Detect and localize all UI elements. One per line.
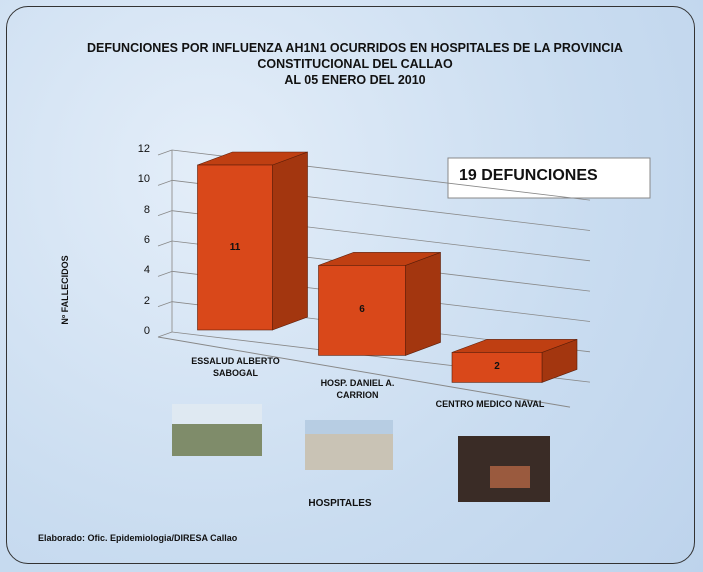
- x-tick-label: CENTRO MEDICO NAVAL: [420, 398, 560, 410]
- tick-mark: [158, 271, 172, 276]
- x-tick-label: HOSP. DANIEL A. CARRION: [300, 377, 415, 401]
- y-tick-label: 12: [120, 143, 150, 155]
- value-label: 6: [319, 304, 406, 315]
- chart-subtitle: AL 05 ENERO DEL 2010: [85, 73, 625, 87]
- tick-mark: [158, 302, 172, 307]
- y-tick-label: 10: [120, 173, 150, 185]
- photo-building: [490, 466, 530, 488]
- chart-title: DEFUNCIONES POR INFLUENZA AH1N1 OCURRIDO…: [85, 40, 625, 72]
- tick-mark: [158, 241, 172, 246]
- y-tick-label: 8: [120, 204, 150, 216]
- x-axis-label: HOSPITALES: [290, 498, 390, 509]
- y-axis-label: Nº FALLECIDOS: [60, 235, 70, 345]
- x-tick-label: ESSALUD ALBERTO SABOGAL: [188, 355, 283, 379]
- tick-mark: [158, 150, 172, 155]
- tick-mark: [158, 180, 172, 185]
- source-note: Elaborado: Ofic. Epidemiologia/DIRESA Ca…: [38, 533, 237, 543]
- value-label: 11: [198, 242, 273, 253]
- tick-mark: [158, 211, 172, 216]
- y-tick-label: 4: [120, 264, 150, 276]
- page: DEFUNCIONES POR INFLUENZA AH1N1 OCURRIDO…: [0, 0, 703, 572]
- photo-sky: [305, 420, 393, 434]
- bar-side: [406, 252, 441, 355]
- tick-mark: [158, 332, 172, 337]
- y-tick-label: 6: [120, 234, 150, 246]
- y-tick-label: 2: [120, 295, 150, 307]
- bar-side: [273, 152, 308, 330]
- photo-sky: [172, 404, 262, 424]
- value-label: 2: [452, 361, 542, 372]
- annotation: 19 DEFUNCIONES: [449, 167, 659, 185]
- y-tick-label: 0: [120, 325, 150, 337]
